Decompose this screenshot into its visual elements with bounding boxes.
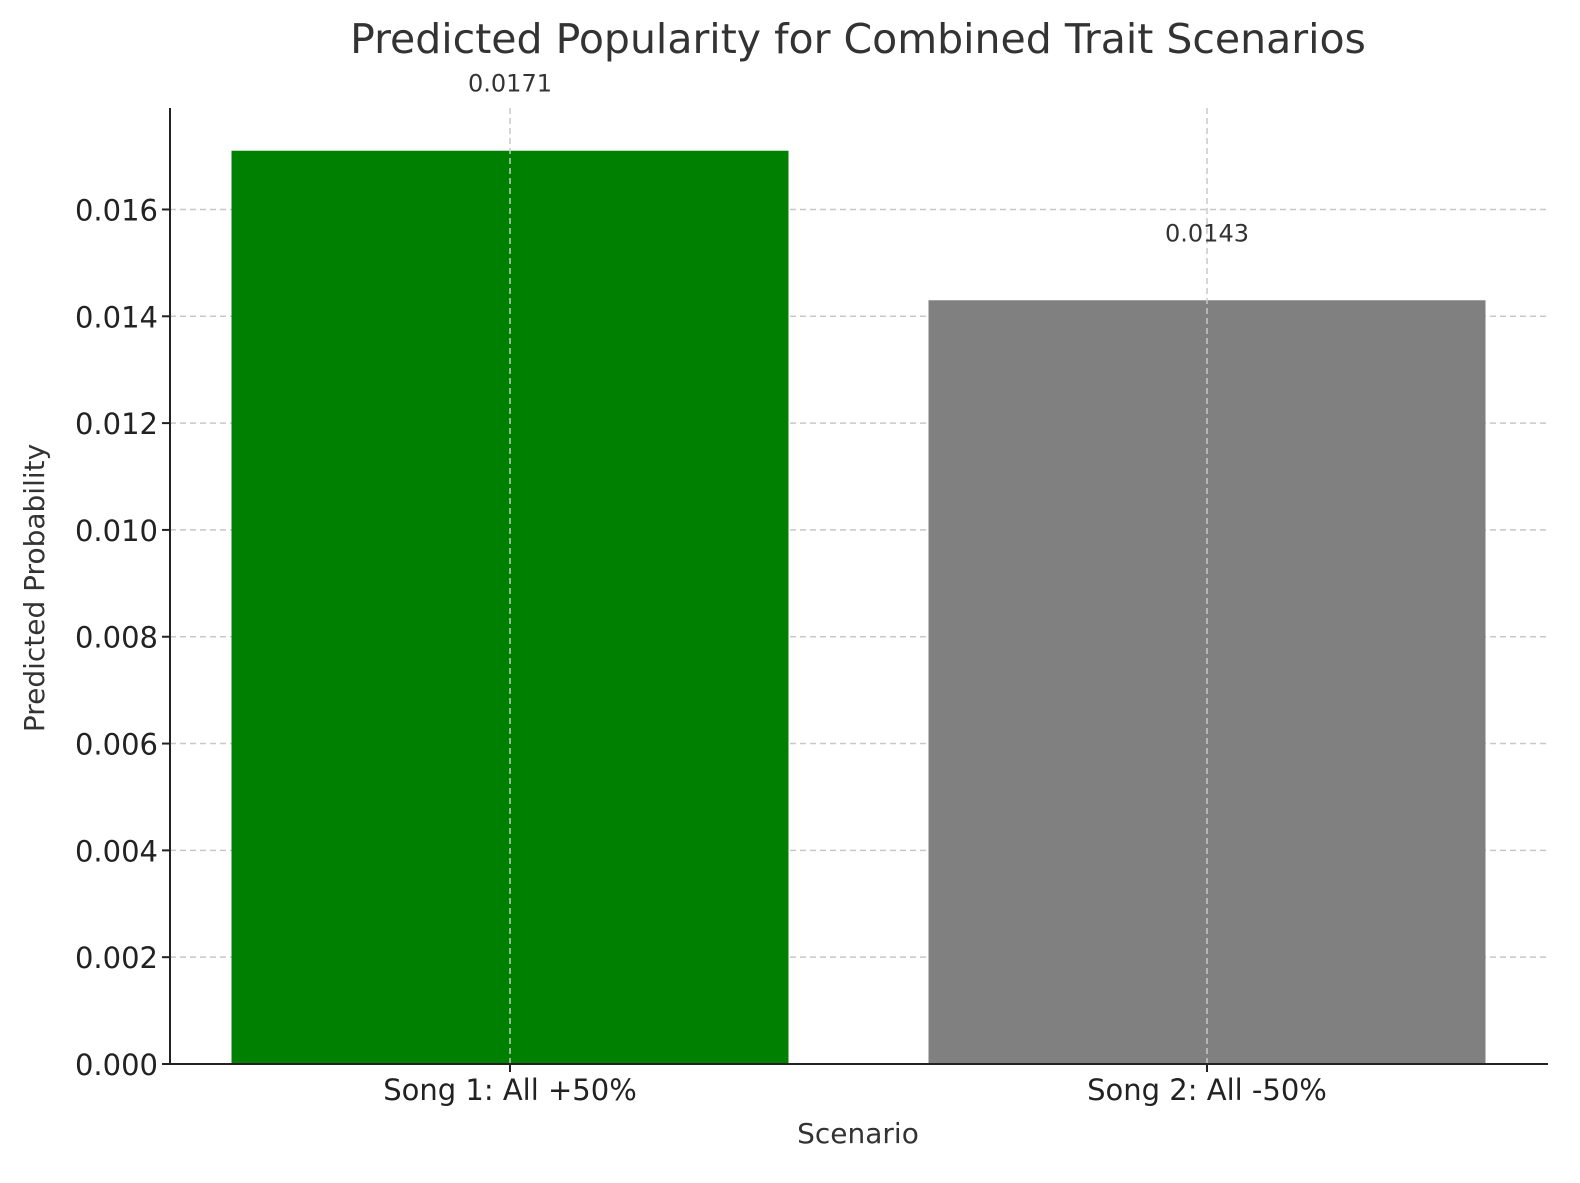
x-tick-label: Song 2: All -50% [1087,1073,1327,1107]
y-tick-label: 0.016 [75,193,158,227]
bars [231,150,1486,1064]
y-tick-label: 0.010 [75,514,158,548]
y-tick-label: 0.006 [75,728,158,762]
y-tick-label: 0.008 [75,621,158,655]
x-tick-label: Song 1: All +50% [383,1073,637,1107]
y-tick-label: 0.000 [75,1048,158,1082]
y-tick-label: 0.004 [75,834,158,868]
data-label: 0.0143 [1165,219,1249,247]
axes [169,108,1548,1065]
y-axis-label: Predicted Probability [18,444,51,732]
x-axis-label: Scenario [797,1117,919,1150]
bar [231,150,789,1064]
data-label: 0.0171 [468,70,552,98]
y-ticks: 0.000 0.002 0.004 0.006 0.008 0.010 0.012 0.014… [75,193,170,1082]
y-tick-label: 0.014 [75,300,158,334]
chart-title: Predicted Popularity for Combined Trait … [350,15,1366,63]
y-tick-label: 0.012 [75,407,158,441]
y-tick-label: 0.002 [75,941,158,975]
data-labels: 0.0171 0.0143 [468,70,1249,248]
x-ticks: Song 1: All +50% Song 2: All -50% [383,1064,1327,1107]
